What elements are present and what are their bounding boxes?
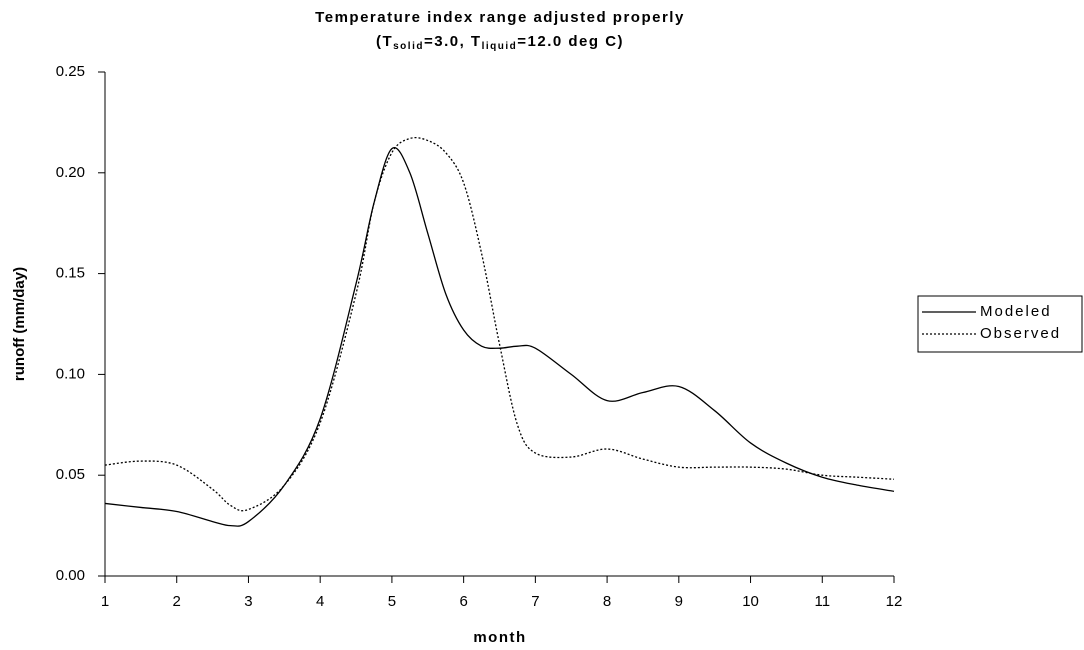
- series-line: [104, 146, 895, 527]
- y-tick-label: 0.05: [56, 466, 85, 483]
- y-tick-label: 0.10: [56, 365, 85, 382]
- subtitle-part: (T: [376, 33, 393, 50]
- legend-label: Observed: [980, 325, 1061, 342]
- y-tick-label: 0.00: [56, 567, 85, 584]
- x-tick-label: 11: [814, 593, 830, 610]
- subtitle-part: =3.0, T: [424, 33, 482, 50]
- legend-box: [917, 295, 1083, 353]
- x-tick-label: 10: [742, 593, 759, 610]
- y-tick-label: 0.20: [56, 164, 85, 181]
- x-tick-label: 1: [101, 593, 109, 610]
- x-tick-label: 12: [886, 593, 903, 610]
- x-tick-label: 5: [388, 593, 396, 610]
- x-tick-label: 6: [459, 593, 467, 610]
- x-axis-label: month: [473, 629, 526, 646]
- subtitle-subscript: liquid: [482, 41, 518, 52]
- x-tick-label: 4: [316, 593, 324, 610]
- subtitle-part: =12.0 deg C): [517, 33, 624, 50]
- chart-title: Temperature index range adjusted properl…: [315, 9, 685, 26]
- x-tick-label: 3: [244, 593, 252, 610]
- subtitle-subscript: solid: [393, 41, 424, 52]
- chart-subtitle: (Tsolid=3.0, Tliquid=12.0 deg C): [376, 33, 624, 52]
- y-tick-label: 0.25: [56, 63, 85, 80]
- legend-label: Modeled: [980, 303, 1052, 320]
- x-tick-label: 9: [675, 593, 683, 610]
- x-tick-label: 2: [173, 593, 181, 610]
- x-tick-label: 8: [603, 593, 611, 610]
- y-tick-label: 0.15: [56, 265, 85, 282]
- x-tick-label: 7: [531, 593, 539, 610]
- y-axis-label: runoff (mm/day): [11, 267, 28, 381]
